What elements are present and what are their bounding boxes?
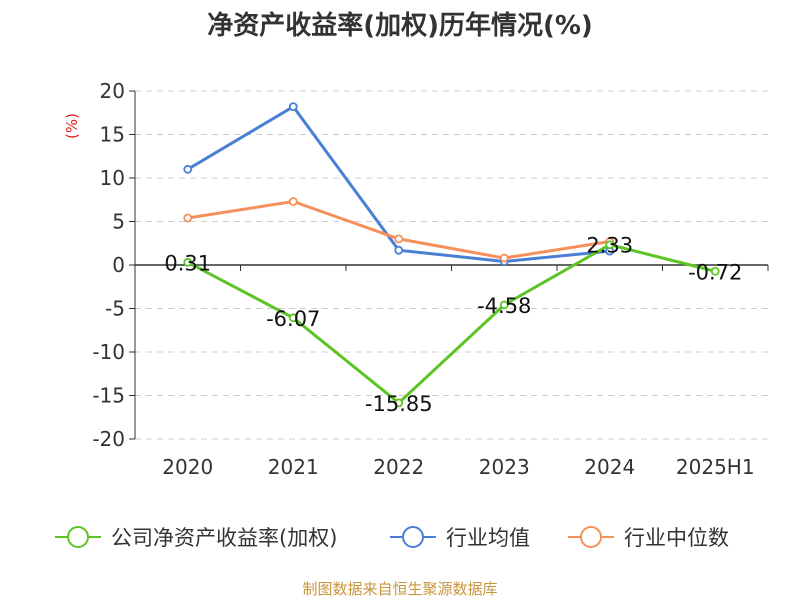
data-point	[183, 213, 193, 223]
data-point	[183, 164, 193, 174]
data-point	[605, 240, 615, 250]
x-tick-label: 2021	[268, 455, 319, 479]
y-tick-label: 0	[112, 253, 125, 277]
y-tick-label: 15	[100, 123, 125, 147]
data-label: -6.07	[266, 307, 320, 331]
data-point	[394, 398, 404, 408]
data-label: -0.72	[688, 260, 742, 284]
source-note: 制图数据来自恒生聚源数据库	[302, 580, 497, 598]
data-point	[288, 313, 298, 323]
y-tick-label: -10	[92, 340, 125, 364]
legend-marker	[67, 526, 89, 548]
series-layer	[183, 102, 720, 408]
data-label: 2.33	[586, 234, 633, 258]
legend-label: 行业中位数	[624, 526, 729, 550]
data-point	[394, 245, 404, 255]
legend-marker	[402, 526, 424, 548]
data-point	[499, 300, 509, 310]
data-label: -4.58	[477, 294, 531, 318]
y-axis-label: (%)	[63, 113, 81, 139]
y-tick-label: 5	[112, 210, 125, 234]
data-point	[183, 257, 193, 267]
axis-layer: 20 15 10 5 0 -5 -10 -15 -20 2020 2021 2022 2023 2024 2…	[92, 79, 769, 479]
data-point	[288, 197, 298, 206]
x-tick-label: 2025H1	[676, 455, 755, 479]
data-point	[710, 266, 720, 276]
legend: 公司净资产收益率(加权) 行业均值 行业中位数	[55, 526, 729, 550]
x-tick-label: 2023	[479, 455, 530, 479]
series-line	[187, 243, 716, 405]
data-point	[394, 234, 404, 244]
y-tick-label: -15	[92, 384, 125, 408]
data-label-layer: 0.31 -6.07 -15.85 -4.58 2.33 -0.72	[164, 234, 742, 416]
x-tick-label: 2024	[584, 455, 635, 479]
legend-marker	[580, 526, 602, 548]
chart-title: 净资产收益率(加权)历年情况(%)	[207, 10, 593, 41]
data-label: 0.31	[164, 251, 211, 275]
x-tick-label: 2020	[162, 455, 213, 479]
data-point	[288, 102, 298, 112]
data-label: -15.85	[365, 392, 433, 416]
y-tick-label: -20	[92, 427, 125, 451]
legend-label: 公司净资产收益率(加权)	[111, 526, 337, 550]
data-point	[499, 253, 509, 263]
y-tick-label: -5	[105, 297, 125, 321]
y-tick-label: 10	[100, 166, 125, 190]
x-tick-label: 2022	[373, 455, 424, 479]
legend-label: 行业均值	[446, 526, 530, 550]
y-tick-label: 20	[100, 79, 125, 103]
